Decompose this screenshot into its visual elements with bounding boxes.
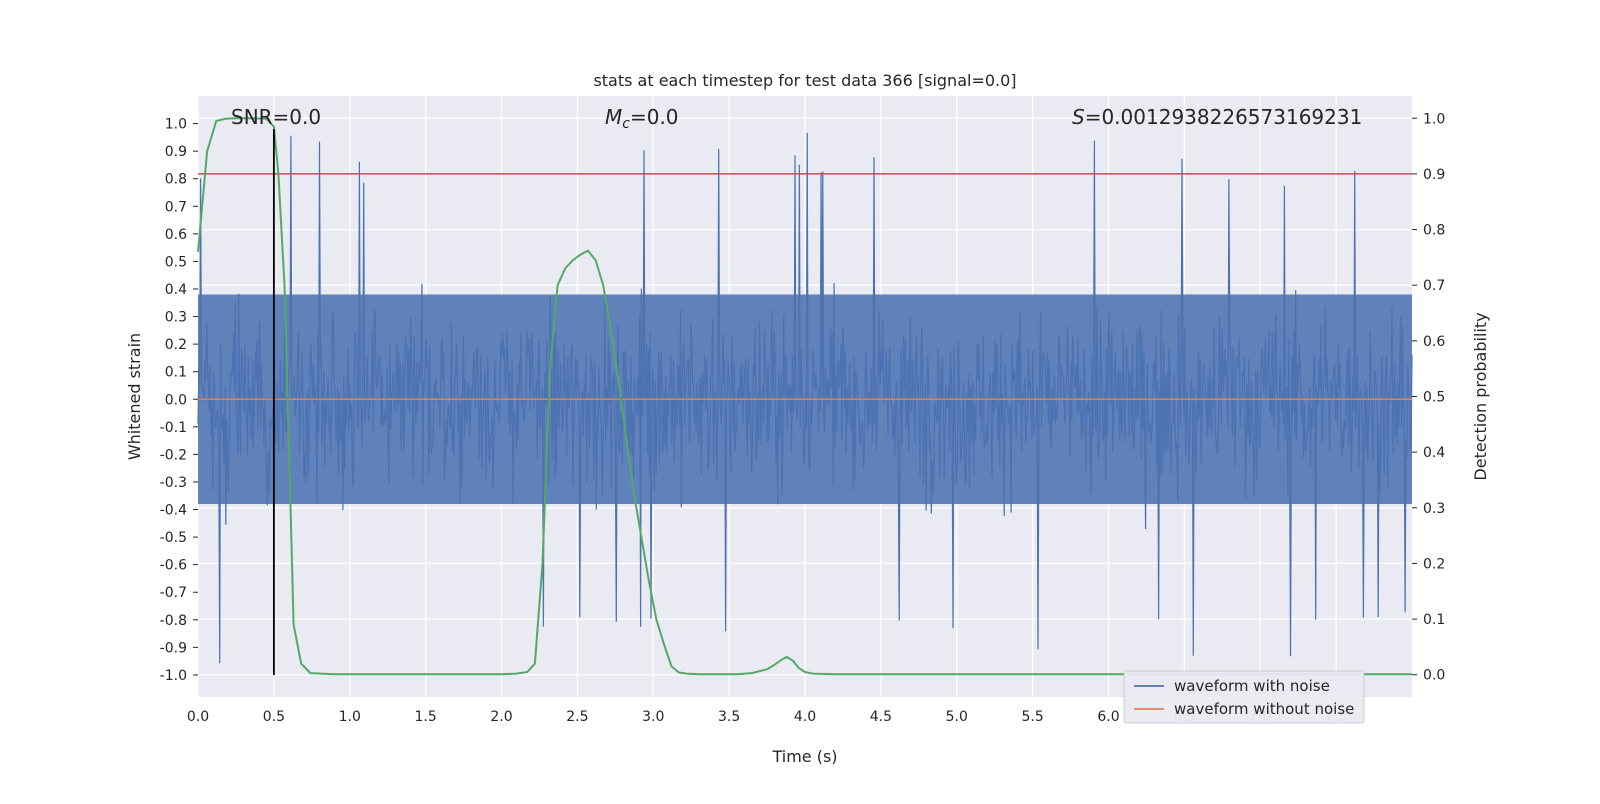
y-tick-label-1: 0.9 bbox=[165, 144, 187, 160]
y-tick-label-2: 0.8 bbox=[165, 172, 187, 188]
x-tick-label-11: 5.5 bbox=[1021, 709, 1043, 725]
s-symbol: S bbox=[1072, 105, 1085, 129]
mc-symbol: M bbox=[605, 105, 622, 129]
y-tick-label-0: 1.0 bbox=[165, 117, 187, 133]
y-tick-label-19: -0.9 bbox=[160, 640, 187, 656]
annotation-chirp-mass: Mc=0.0 bbox=[605, 105, 679, 132]
y2-tick-label-6: 0.4 bbox=[1423, 445, 1445, 461]
y-tick-label-20: -1.0 bbox=[160, 668, 187, 684]
x-axis-label: Time (s) bbox=[771, 747, 837, 766]
mc-value: =0.0 bbox=[630, 105, 679, 129]
y-tick-label-7: 0.3 bbox=[165, 310, 187, 326]
y2-tick-label-2: 0.8 bbox=[1423, 223, 1445, 239]
y2-tick-label-9: 0.1 bbox=[1423, 612, 1445, 628]
y-tick-label-10: 0.0 bbox=[165, 392, 187, 408]
x-tick-label-0: 0.0 bbox=[187, 709, 209, 725]
y-tick-label-3: 0.7 bbox=[165, 199, 187, 215]
y2-tick-label-3: 0.7 bbox=[1423, 278, 1445, 294]
x-tick-label-2: 1.0 bbox=[339, 709, 361, 725]
axes: 0.00.51.01.52.02.53.03.54.04.55.05.56.06… bbox=[160, 111, 1446, 725]
series-detection-probability bbox=[197, 117, 1412, 676]
legend-box bbox=[1123, 670, 1365, 724]
y-tick-label-13: -0.3 bbox=[160, 475, 187, 491]
y-tick-label-5: 0.5 bbox=[165, 254, 187, 270]
x-tick-label-6: 3.0 bbox=[642, 709, 664, 725]
legend-label-waveform-with-noise: waveform with noise bbox=[1174, 677, 1330, 695]
x-tick-label-7: 3.5 bbox=[718, 709, 740, 725]
y2-tick-label-8: 0.2 bbox=[1423, 556, 1445, 572]
y2-tick-label-7: 0.3 bbox=[1423, 501, 1445, 517]
x-tick-label-9: 4.5 bbox=[870, 709, 892, 725]
y-tick-label-17: -0.7 bbox=[160, 585, 187, 601]
y-tick-label-9: 0.1 bbox=[165, 365, 187, 381]
y2-tick-label-0: 1.0 bbox=[1423, 111, 1445, 127]
y-tick-label-18: -0.8 bbox=[160, 613, 187, 629]
mc-subscript: c bbox=[622, 116, 630, 132]
x-tick-label-1: 0.5 bbox=[263, 709, 285, 725]
y-tick-label-8: 0.2 bbox=[165, 337, 187, 353]
x-tick-label-4: 2.0 bbox=[490, 709, 512, 725]
y2-axis-label: Detection probability bbox=[1471, 312, 1490, 480]
y-tick-label-12: -0.2 bbox=[160, 447, 187, 463]
legend: waveform with noise waveform without noi… bbox=[1123, 670, 1365, 724]
y-tick-label-11: -0.1 bbox=[160, 420, 187, 436]
y-axis-label: Whitened strain bbox=[125, 333, 144, 460]
x-tick-label-3: 1.5 bbox=[414, 709, 436, 725]
annotation-snr: SNR=0.0 bbox=[231, 105, 321, 129]
x-tick-label-10: 5.0 bbox=[946, 709, 968, 725]
y-tick-label-4: 0.6 bbox=[165, 227, 187, 243]
annotation-statistic: S=0.0012938226573169231 bbox=[1072, 105, 1362, 129]
y-tick-label-15: -0.5 bbox=[160, 530, 187, 546]
y-tick-label-14: -0.4 bbox=[160, 503, 187, 519]
y-tick-label-16: -0.6 bbox=[160, 558, 187, 574]
y2-tick-label-4: 0.6 bbox=[1423, 334, 1445, 350]
y2-tick-label-5: 0.5 bbox=[1423, 390, 1445, 406]
chart-title: stats at each timestep for test data 366… bbox=[593, 71, 1016, 90]
s-value: =0.0012938226573169231 bbox=[1085, 105, 1363, 129]
y2-tick-label-10: 0.0 bbox=[1423, 668, 1445, 684]
x-tick-label-5: 2.5 bbox=[566, 709, 588, 725]
y-tick-label-6: 0.4 bbox=[165, 282, 187, 298]
x-tick-label-8: 4.0 bbox=[794, 709, 816, 725]
y2-tick-label-1: 0.9 bbox=[1423, 167, 1445, 183]
legend-label-waveform-without-noise: waveform without noise bbox=[1174, 700, 1354, 718]
x-tick-label-12: 6.0 bbox=[1097, 709, 1119, 725]
